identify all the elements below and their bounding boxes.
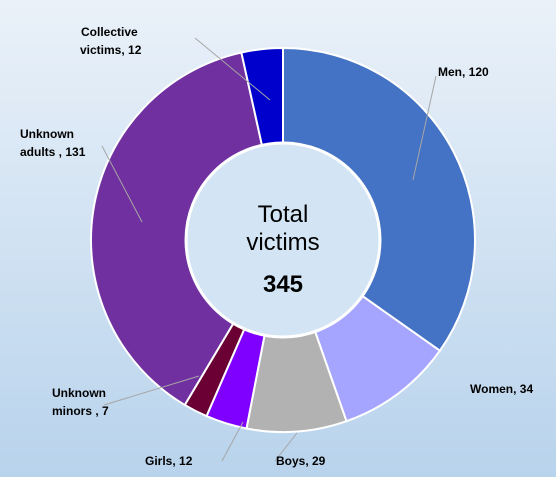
center-label-line: Total: [258, 201, 309, 228]
data-label-line: adults , 131: [20, 145, 86, 159]
leader-line: [274, 432, 298, 462]
center-total: 345: [263, 271, 303, 298]
data-label: Boys, 29: [276, 454, 326, 468]
leader-line: [194, 37, 271, 101]
data-label-line: victims, 12: [80, 43, 142, 57]
data-label: Unknown minors , 7: [52, 386, 109, 418]
center-label: Total victims: [246, 201, 319, 256]
leader-line: [412, 75, 437, 181]
data-label: Men, 120: [438, 65, 489, 79]
data-label: Women, 34: [470, 382, 533, 396]
center-label-line: victims: [246, 229, 319, 256]
data-label: Girls, 12: [145, 454, 193, 468]
data-label-line: Unknown: [52, 386, 106, 400]
leader-line: [221, 421, 244, 462]
leader-line: [101, 145, 143, 223]
leader-line: [103, 375, 200, 406]
data-label-line: Collective: [81, 25, 138, 39]
data-label: Unknown adults , 131: [20, 127, 86, 159]
data-label-line: Unknown: [20, 127, 74, 141]
data-label-line: minors , 7: [52, 404, 109, 418]
center-circle: [184, 141, 382, 339]
data-label: Collective victims, 12: [80, 25, 142, 57]
